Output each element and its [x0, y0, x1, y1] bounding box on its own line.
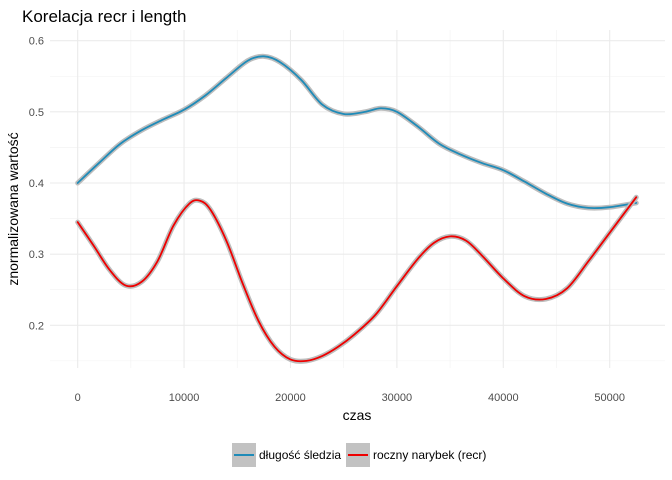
x-tick-label: 40000	[488, 392, 519, 404]
x-tick-label: 20000	[275, 392, 306, 404]
y-tick-label: 0.5	[29, 107, 44, 119]
series-1	[75, 53, 639, 211]
x-tick-label: 50000	[594, 392, 625, 404]
legend-item-2: roczny narybek (recr)	[346, 443, 486, 467]
series-1-line	[76, 55, 638, 210]
major-gridlines	[50, 30, 665, 368]
y-tick-labels: 0.2 0.3 0.4 0.5 0.6	[29, 36, 44, 333]
x-tick-label: 0	[75, 392, 81, 404]
y-tick-label: 0.3	[29, 249, 44, 261]
legend-label: długość śledzia	[259, 448, 341, 462]
chart-title: Korelacja recr i length	[22, 7, 186, 26]
legend: długość śledzia roczny narybek (recr)	[232, 443, 486, 467]
x-tick-label: 10000	[169, 392, 200, 404]
y-tick-label: 0.4	[29, 178, 44, 190]
series-2-line	[76, 196, 638, 363]
x-axis-title: czas	[343, 407, 372, 423]
x-tick-label: 30000	[382, 392, 413, 404]
legend-label: roczny narybek (recr)	[373, 448, 486, 462]
y-tick-label: 0.6	[29, 36, 44, 48]
series-layer	[75, 53, 639, 364]
y-tick-label: 0.2	[29, 320, 44, 332]
y-axis-title: znormalizowana wartość	[5, 132, 21, 285]
series-2	[75, 194, 639, 364]
legend-item-1: długość śledzia	[232, 443, 341, 467]
x-tick-labels: 0 10000 20000 30000 40000 50000	[75, 392, 625, 404]
